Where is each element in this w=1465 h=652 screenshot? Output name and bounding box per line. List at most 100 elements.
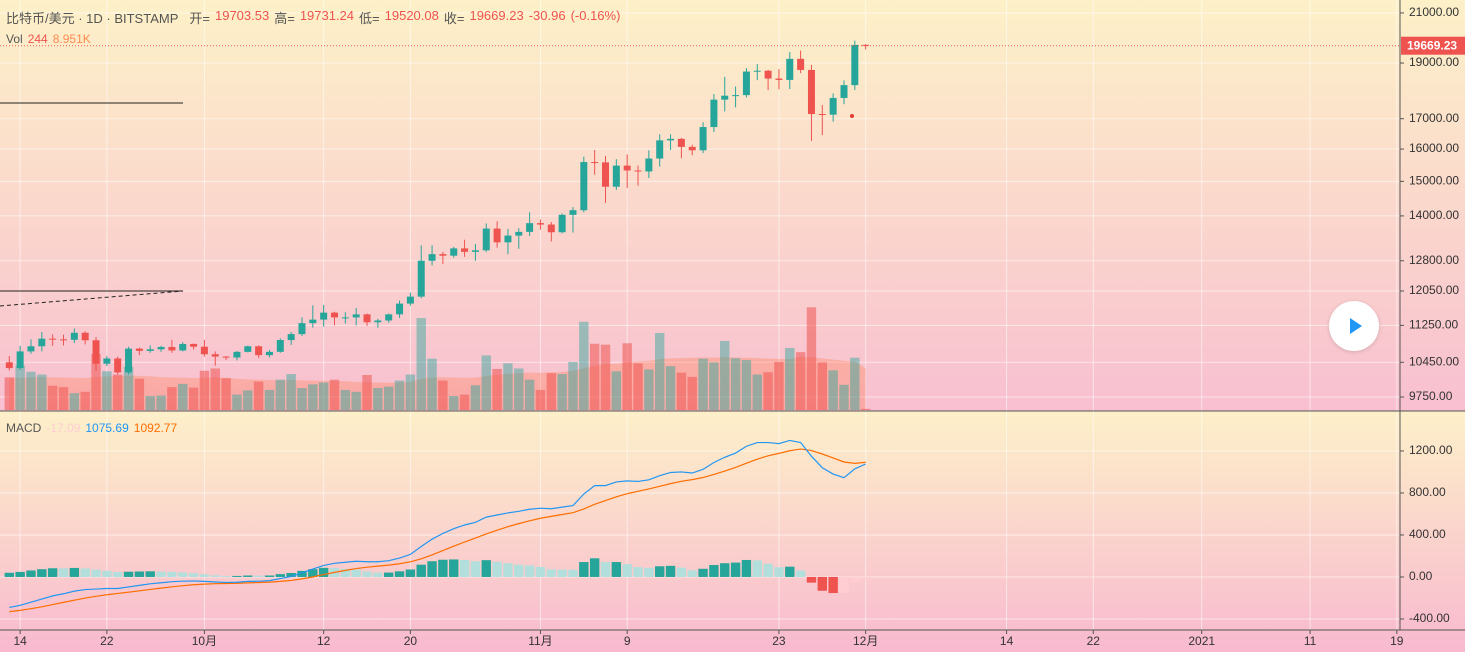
volume-bar	[275, 379, 285, 410]
candle-body	[92, 340, 100, 364]
candle-body	[732, 95, 740, 97]
macd-histogram-bar	[188, 573, 199, 577]
volume-bar	[730, 358, 741, 410]
candle-body	[233, 351, 241, 358]
change-percent: (-0.16%)	[570, 8, 621, 23]
macd-histogram-bar	[243, 575, 253, 577]
volume-bar	[503, 363, 513, 410]
volume-bar	[828, 370, 838, 410]
candle-body	[428, 254, 436, 261]
volume-bar	[167, 387, 177, 410]
histogram-value: -17.09	[46, 421, 81, 435]
change-value: -30.96	[528, 8, 566, 23]
macd-histogram-bar	[405, 569, 416, 577]
volume-bar	[199, 370, 210, 410]
volume-bar	[655, 333, 665, 410]
x-tick-label: 9	[624, 634, 631, 648]
x-tick-label: 12	[317, 634, 331, 648]
volume-bar	[113, 374, 123, 410]
volume-bar	[362, 375, 372, 410]
candle-body	[222, 356, 230, 358]
macd-histogram-bar	[839, 576, 849, 593]
volume-bar	[427, 358, 437, 410]
volume-bar	[134, 378, 145, 410]
macd-histogram-bar	[384, 572, 394, 577]
volume-bar	[91, 354, 101, 410]
candle-body	[49, 338, 57, 340]
candle-body	[536, 223, 544, 225]
volume-bar	[351, 391, 361, 410]
macd-histogram-bar	[69, 567, 80, 577]
macd-histogram-bar	[644, 567, 654, 577]
volume-bar	[416, 318, 426, 410]
y-tick-label: 9750.00	[1409, 389, 1453, 403]
candle-body	[656, 140, 664, 159]
candle-body	[829, 97, 837, 115]
candle-body	[493, 228, 501, 243]
ohlc-value: 19731.24	[299, 8, 355, 23]
candle-body	[287, 334, 295, 341]
x-tick-label: 22	[100, 634, 114, 648]
volume-bar	[720, 340, 730, 410]
play-button[interactable]	[1329, 301, 1379, 351]
volume-bar	[611, 371, 622, 410]
macd-histogram-bar	[91, 569, 101, 577]
volume-bar	[535, 389, 546, 410]
macd-histogram-bar	[730, 562, 741, 577]
candle-body	[244, 346, 252, 352]
volume-bar	[665, 366, 676, 410]
macd-histogram-bar	[318, 567, 329, 577]
candle-body	[753, 70, 761, 72]
volume-bar	[785, 347, 795, 410]
candle-body	[786, 58, 794, 80]
volume-bar	[438, 380, 448, 410]
macd-histogram-bar	[297, 570, 307, 577]
volume-bar	[286, 374, 296, 410]
macd-histogram-bar	[80, 568, 90, 577]
candle-body	[190, 343, 198, 347]
play-icon	[1350, 318, 1362, 334]
candle-body	[851, 44, 859, 86]
volume-bar	[253, 381, 264, 410]
macd-histogram-bar	[253, 575, 264, 577]
macd-histogram-bar	[687, 570, 697, 577]
volume-bar	[37, 374, 47, 410]
macd-histogram-bar	[308, 569, 318, 577]
candle-body	[580, 162, 588, 211]
macd-histogram-bar	[860, 576, 871, 579]
candle-body	[645, 158, 653, 172]
macd-histogram-bar	[449, 559, 459, 577]
macd-histogram-bar	[535, 566, 546, 577]
candle-body	[742, 71, 750, 96]
volume-bar	[340, 389, 351, 410]
volume-bar	[405, 374, 416, 410]
macd-histogram-bar	[600, 562, 611, 577]
candle-body	[439, 254, 447, 256]
volume-bar	[394, 380, 405, 410]
candle-body	[775, 78, 783, 80]
candle-body	[341, 317, 349, 319]
candle-body	[265, 351, 273, 356]
volume-bar	[156, 395, 166, 410]
candle-body	[482, 228, 490, 251]
volume-bar	[232, 394, 242, 410]
macd-histogram-bar	[123, 571, 134, 577]
y-tick-label: 16000.00	[1409, 141, 1459, 155]
candle-body	[558, 214, 566, 233]
candle-body	[60, 339, 67, 341]
macd-histogram-bar	[47, 568, 58, 577]
y-tick-label: 0.00	[1409, 569, 1433, 583]
macd-histogram-bar	[633, 567, 643, 577]
macd-histogram-bar	[763, 563, 773, 577]
macd-histogram-bar	[795, 570, 806, 577]
candle-body	[81, 332, 89, 341]
candle-body	[634, 170, 642, 172]
macd-histogram-bar	[850, 576, 860, 583]
last-price-box	[1401, 36, 1465, 55]
candle-body	[374, 320, 382, 323]
candle-body	[168, 346, 176, 351]
volume-bar	[384, 386, 394, 410]
volume-bar	[4, 377, 14, 410]
x-tick-label: 12月	[853, 634, 878, 648]
y-tick-label: 400.00	[1409, 527, 1446, 541]
